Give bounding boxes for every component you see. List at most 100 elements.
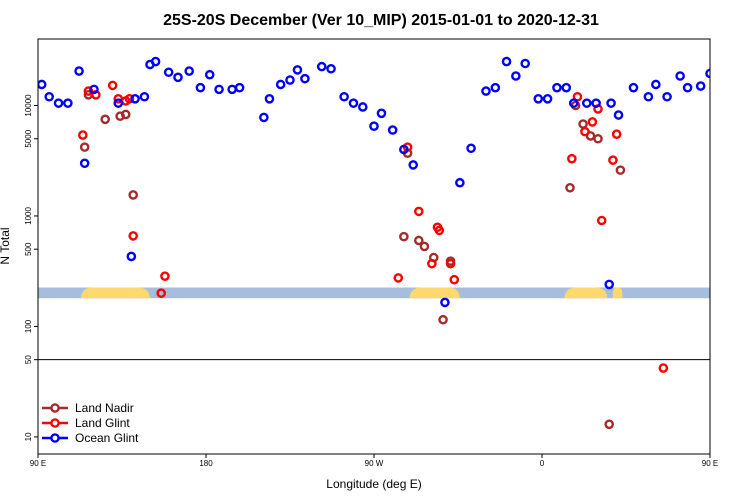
land-nadir-point — [413, 235, 424, 246]
ocean-glint-point — [150, 56, 161, 67]
land-glint-point — [445, 258, 456, 269]
ocean-glint-point — [316, 61, 327, 72]
land-nadir-point — [615, 165, 626, 175]
ocean-glint-point — [300, 73, 310, 84]
series-ocean-glint — [38, 56, 710, 308]
ocean-glint-point — [501, 56, 512, 67]
ocean-glint-point — [440, 297, 450, 308]
ocean-glint-point — [561, 82, 572, 93]
land-nadir-point — [79, 142, 90, 152]
ocean-glint-point — [511, 71, 521, 81]
y-tick-label: 100 — [24, 319, 33, 333]
ocean-glint-point — [591, 98, 601, 108]
ocean-glint-point — [582, 98, 592, 108]
land-glint-point — [160, 271, 170, 281]
ocean-glint-point — [651, 79, 661, 90]
ocean-glint-point — [74, 66, 84, 76]
y-tick-label: 1000 — [24, 207, 33, 225]
land-nadir-point — [100, 114, 110, 125]
ocean-glint-point — [705, 68, 710, 79]
ocean-glint-point — [163, 67, 174, 78]
ocean-glint-point — [214, 84, 224, 95]
legend-label-land-nadir: Land Nadir — [75, 401, 134, 415]
ocean-glint-point — [357, 102, 368, 112]
ocean-glint-point — [376, 108, 387, 119]
ocean-band — [38, 287, 710, 299]
land-nadir-point — [419, 241, 430, 252]
land-glint-point — [427, 258, 437, 269]
legend-label-ocean-glint: Ocean Glint — [75, 431, 139, 445]
x-tick-label: 90 W — [365, 459, 384, 468]
land-glint-point — [611, 129, 622, 139]
land-glint-point — [596, 215, 607, 226]
land-glint-point — [608, 155, 618, 165]
ocean-glint-point — [259, 112, 269, 123]
ocean-glint-point — [204, 69, 215, 80]
land-glint-point — [393, 273, 404, 283]
land-band-0 — [80, 287, 150, 300]
ocean-glint-point — [408, 160, 419, 170]
ocean-glint-point — [481, 86, 491, 96]
land-glint-point — [156, 288, 166, 298]
land-glint-point — [567, 153, 577, 164]
ocean-glint-point — [113, 98, 124, 108]
ocean-glint-point — [455, 177, 465, 188]
x-axis-label: Longitude (deg E) — [326, 477, 421, 491]
chart-title: 25S-20S December (Ver 10_MIP) 2015-01-01… — [163, 12, 599, 29]
ocean-glint-point — [604, 279, 615, 290]
data-points — [38, 56, 710, 430]
land-glint-point — [124, 93, 135, 104]
ocean-glint-point — [520, 58, 531, 69]
ocean-glint-point — [682, 82, 693, 93]
land-band-1 — [409, 287, 460, 300]
ocean-glint-point — [44, 91, 55, 102]
x-tick-label: 0 — [540, 459, 545, 468]
y-tick-label: 500 — [24, 242, 33, 256]
ocean-glint-point — [130, 93, 140, 104]
x-tick-label: 90 E — [30, 459, 46, 468]
land-glint-point — [434, 225, 445, 236]
land-glint-point — [128, 231, 138, 241]
ocean-glint-point — [326, 63, 336, 74]
land-nadir-point — [565, 182, 575, 193]
land-band-2 — [564, 287, 608, 300]
legend-marker-land-glint — [50, 418, 60, 428]
ocean-glint-point — [89, 84, 99, 95]
land-glint-point — [413, 206, 424, 217]
land-mask-band — [38, 287, 710, 300]
ocean-glint-point — [399, 144, 409, 155]
ocean-glint-point — [285, 75, 295, 85]
ocean-glint-point — [695, 81, 706, 91]
x-axis-ticks: 90 E 180 90 W 0 90 E — [30, 454, 718, 468]
x-tick-label: 180 — [199, 459, 213, 468]
ocean-glint-point — [675, 71, 685, 81]
land-glint-point — [587, 117, 598, 127]
ocean-glint-point — [173, 72, 183, 83]
ocean-glint-point — [275, 79, 286, 90]
ocean-glint-point — [63, 98, 73, 108]
ocean-glint-point — [387, 125, 398, 135]
ocean-glint-point — [234, 82, 245, 93]
ocean-glint-point — [542, 93, 553, 104]
ocean-glint-point — [79, 158, 90, 169]
ocean-glint-point — [606, 98, 616, 108]
land-band-3 — [612, 287, 623, 299]
ocean-glint-point — [662, 91, 672, 102]
land-nadir-point — [438, 314, 448, 325]
land-nadir-point — [593, 133, 603, 144]
ocean-glint-point — [126, 251, 137, 262]
legend-label-land-glint: Land Glint — [75, 416, 130, 430]
ocean-glint-point — [552, 82, 562, 93]
x-tick-label: 90 E — [702, 459, 718, 468]
ocean-glint-point — [643, 91, 654, 102]
y-axis-ticks: 10 50 100 500 1000 5000 10000 — [24, 94, 38, 441]
y-tick-label: 5000 — [24, 129, 33, 147]
ocean-glint-point — [184, 66, 194, 76]
ocean-glint-point — [628, 82, 639, 93]
y-axis-label: N Total — [0, 227, 12, 264]
land-nadir-point — [399, 231, 409, 242]
ocean-glint-point — [348, 98, 359, 108]
land-glint-point — [449, 274, 460, 285]
